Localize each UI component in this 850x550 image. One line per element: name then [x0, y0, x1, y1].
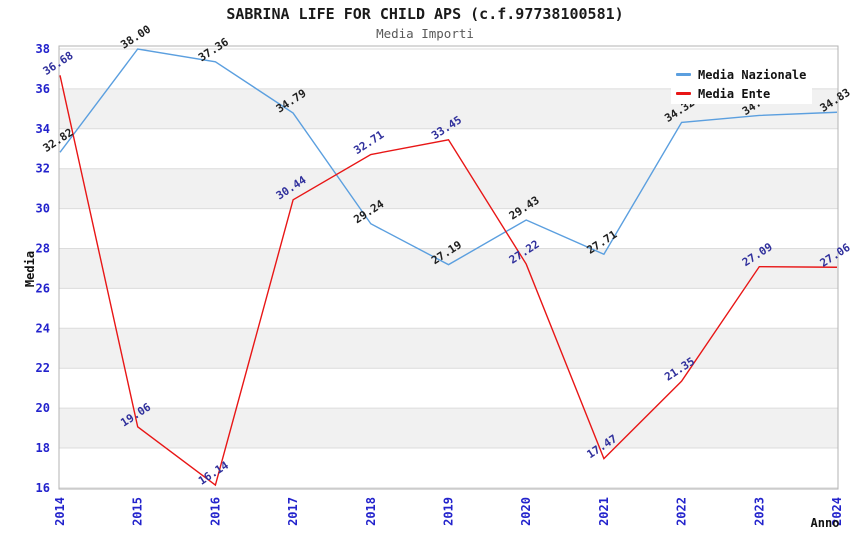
y-axis-label: Media	[23, 250, 37, 288]
x-tick-label: 2017	[286, 497, 300, 526]
plot-band	[59, 248, 838, 289]
plot-band	[59, 168, 838, 209]
chart-subtitle: Media Importi	[376, 26, 474, 41]
legend-item-media-ente: Media Ente	[671, 85, 812, 102]
x-tick-label: 2018	[364, 497, 378, 526]
y-tick-label: 24	[36, 321, 50, 335]
x-axis-label: Anno	[810, 516, 840, 530]
y-tick-label: 20	[36, 401, 50, 415]
legend-item-media-nazionale: Media Nazionale	[671, 66, 812, 83]
legend: Media Nazionale Media Ente	[671, 64, 812, 104]
y-tick-label: 38	[36, 42, 50, 56]
x-tick-label: 2016	[208, 497, 222, 526]
y-tick-label: 32	[36, 162, 50, 176]
legend-label: Media Nazionale	[698, 67, 807, 82]
series-line-media-nazionale	[59, 48, 838, 266]
chart-title: SABRINA LIFE FOR CHILD APS (c.f.97738100…	[226, 5, 624, 23]
y-tick-label: 22	[36, 361, 50, 375]
x-tick-label: 2015	[131, 497, 145, 526]
legend-line-swatch-red	[676, 92, 691, 95]
x-tick-label: 2021	[597, 497, 611, 526]
legend-line-swatch-blue	[676, 73, 691, 76]
x-tick-label: 2019	[442, 497, 456, 526]
x-tick-label: 2023	[752, 497, 766, 526]
y-tick-label: 28	[36, 242, 50, 256]
x-tick-label: 2024	[830, 497, 844, 526]
y-tick-label: 34	[36, 122, 50, 136]
data-point-label: 37.36	[196, 35, 231, 64]
y-tick-label: 16	[36, 481, 50, 495]
y-tick-label: 36	[36, 82, 50, 96]
data-point-label: 38.00	[118, 23, 153, 52]
y-tick-label: 18	[36, 441, 50, 455]
plot-band	[59, 408, 838, 448]
plot-band	[59, 328, 838, 369]
y-tick-label: 26	[36, 281, 50, 295]
y-tick-label: 30	[36, 202, 50, 216]
x-tick-label: 2022	[675, 497, 689, 526]
legend-label: Media Ente	[698, 86, 771, 101]
x-tick-label: 2014	[53, 497, 67, 526]
series-line-media-ente	[59, 75, 838, 487]
x-tick-label: 2020	[519, 497, 533, 526]
plot-spines	[58, 45, 839, 490]
